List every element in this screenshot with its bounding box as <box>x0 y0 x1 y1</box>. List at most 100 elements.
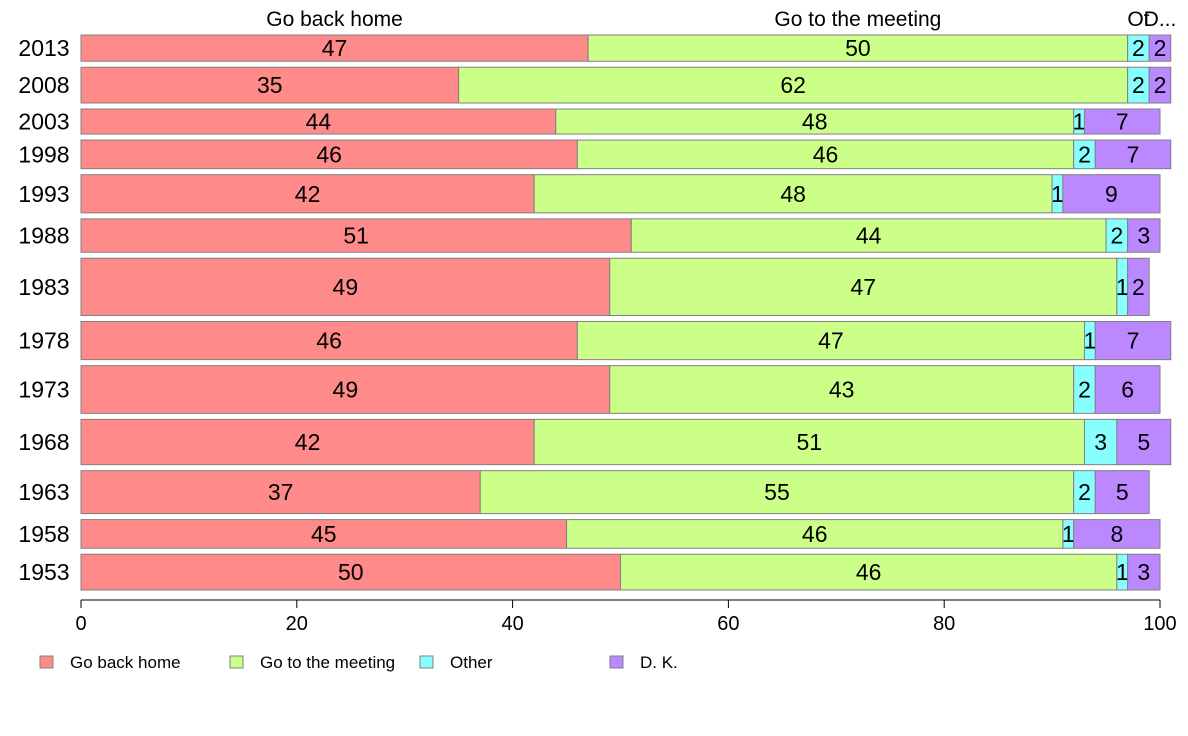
data-label: 1 <box>1051 181 1064 207</box>
data-label: 7 <box>1127 328 1140 354</box>
bar-row-1953: 50 46 1 3 <box>80 553 1161 591</box>
legend-label: Go back home <box>70 653 181 672</box>
bar-segment <box>1094 470 1150 515</box>
bar-segment <box>620 553 1118 591</box>
data-label: 1 <box>1116 559 1129 585</box>
data-label: 3 <box>1137 559 1150 585</box>
data-label: 50 <box>845 35 871 61</box>
data-label: 8 <box>1110 521 1123 547</box>
bar-segment <box>80 218 632 253</box>
data-label: 49 <box>333 274 359 300</box>
legend-swatch <box>419 655 434 669</box>
column-labels: Go back home Go to the meeting OtD... <box>266 8 1176 31</box>
bar-row-1973: 49 43 2 6 <box>80 365 1161 414</box>
bar-segment <box>609 365 1075 414</box>
data-label: 1 <box>1062 521 1075 547</box>
bar-segment <box>458 66 1129 104</box>
data-label: 1 <box>1073 109 1086 135</box>
data-label: 2 <box>1154 35 1167 61</box>
data-label: 44 <box>856 223 882 249</box>
bar-segment <box>80 108 557 135</box>
data-label: 43 <box>829 376 855 402</box>
column-label: Go to the meeting <box>774 8 941 31</box>
data-label: 46 <box>316 328 342 354</box>
data-label: 42 <box>295 429 321 455</box>
bar-segment <box>80 257 611 316</box>
bar-segment <box>587 34 1129 62</box>
bar-segment <box>80 320 578 361</box>
bar-row-1998: 46 46 2 7 <box>80 139 1172 170</box>
x-tick-label: 40 <box>501 613 523 635</box>
data-label: 2 <box>1078 376 1091 402</box>
data-label: 7 <box>1116 109 1129 135</box>
bar-segment <box>609 257 1118 316</box>
category-label: 1963 <box>18 479 69 505</box>
data-label: 47 <box>322 35 348 61</box>
bar-segment <box>1083 108 1161 135</box>
data-label: 2 <box>1132 35 1145 61</box>
bar-row-1983: 49 47 1 2 <box>80 257 1150 316</box>
x-tick-label: 20 <box>286 613 308 635</box>
bar-segment <box>1148 66 1172 104</box>
bar-segment <box>1094 139 1172 170</box>
bar-segment <box>80 66 460 104</box>
column-label: D... <box>1144 8 1177 31</box>
legend-item: Other <box>419 653 493 672</box>
bar-row-1988: 51 44 2 3 <box>80 218 1161 253</box>
data-label: 46 <box>316 141 342 167</box>
bar-segment <box>1073 519 1161 549</box>
data-label: 6 <box>1121 376 1134 402</box>
data-label: 2 <box>1078 479 1091 505</box>
category-label: 1953 <box>18 559 69 585</box>
bar-segment <box>1116 418 1172 466</box>
bar-segment <box>80 365 611 414</box>
category-label: 1988 <box>18 223 69 249</box>
data-label: 49 <box>333 376 359 402</box>
data-label: 5 <box>1137 429 1150 455</box>
category-label: 2008 <box>18 72 69 98</box>
data-label: 47 <box>818 328 844 354</box>
data-label: 9 <box>1105 181 1118 207</box>
bar-segment <box>1127 257 1150 316</box>
data-label: 3 <box>1137 223 1150 249</box>
data-label: 46 <box>856 559 882 585</box>
legend-item: Go to the meeting <box>229 653 395 672</box>
legend-item: D. K. <box>609 653 678 672</box>
bar-segment <box>80 174 535 214</box>
category-label: 1968 <box>18 429 69 455</box>
bar-row-2003: 44 48 1 7 <box>80 108 1161 135</box>
data-label: 48 <box>802 109 828 135</box>
data-label: 46 <box>813 141 839 167</box>
bar-row-1968: 42 51 3 5 <box>80 418 1172 466</box>
bar-segment <box>533 418 1085 466</box>
data-label: 48 <box>780 181 806 207</box>
data-label: 51 <box>797 429 823 455</box>
data-label: 46 <box>802 521 828 547</box>
data-label: 1 <box>1083 328 1096 354</box>
x-axis: 0 20 40 60 80 100 <box>75 599 1177 635</box>
bar-segment <box>576 139 1075 170</box>
data-label: 47 <box>850 274 876 300</box>
bar-row-1958: 45 46 1 8 <box>80 519 1161 549</box>
data-label: 51 <box>343 223 369 249</box>
category-label: 2003 <box>18 109 69 135</box>
data-label: 45 <box>311 521 337 547</box>
legend-label: Go to the meeting <box>260 653 395 672</box>
x-tick-label: 60 <box>717 613 739 635</box>
category-label: 1993 <box>18 181 69 207</box>
bar-segment <box>1127 553 1161 591</box>
bar-segment <box>533 174 1053 214</box>
legend-label: Other <box>450 653 493 672</box>
data-label: 42 <box>295 181 321 207</box>
data-label: 50 <box>338 559 364 585</box>
legend-label: D. K. <box>640 653 678 672</box>
category-label: 1978 <box>18 328 69 354</box>
legend: Go back home Go to the meeting Other D. K. <box>39 653 678 672</box>
data-label: 3 <box>1094 429 1107 455</box>
x-tick-label: 0 <box>75 613 86 635</box>
bar-row-2008: 35 62 2 2 <box>80 66 1172 104</box>
data-label: 2 <box>1154 72 1167 98</box>
bar-segment <box>80 553 621 591</box>
column-label: Go back home <box>266 8 403 31</box>
x-tick-label: 80 <box>933 613 955 635</box>
